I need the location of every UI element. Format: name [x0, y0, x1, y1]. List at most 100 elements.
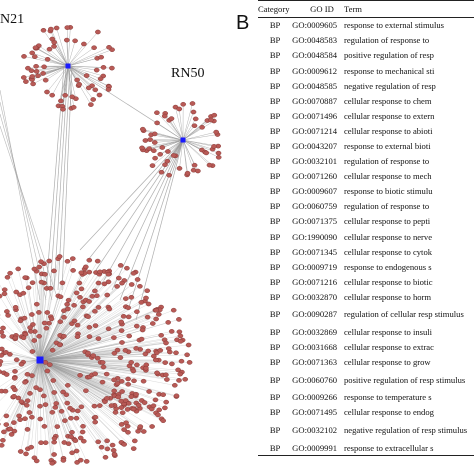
- network-node: [131, 378, 137, 384]
- network-edge: [20, 318, 41, 361]
- network-node: [23, 402, 30, 408]
- cell-term-text: regulation of response to: [343, 35, 430, 46]
- table-row: BP GO:0071260 cellular response to mech: [258, 169, 474, 184]
- cell-term-text: regulation of response to: [343, 156, 430, 167]
- table-row: BP GO:0009605 response to external stimulu…: [258, 18, 474, 34]
- network-edge: [154, 139, 184, 143]
- network-node: [35, 73, 41, 79]
- cell-term: cellular response to pepti: [344, 214, 474, 229]
- network-node: [2, 388, 9, 394]
- network-edge: [39, 359, 53, 464]
- network-node: [4, 309, 10, 314]
- cell-category: BP: [269, 424, 281, 435]
- network-edge: [15, 337, 41, 361]
- network-node: [128, 294, 135, 300]
- network-edge: [67, 31, 99, 67]
- network-edge: [45, 65, 69, 81]
- network-edge: [18, 359, 41, 399]
- network-edge: [39, 359, 182, 373]
- network-node: [159, 145, 166, 150]
- network-node: [119, 410, 126, 416]
- network-node: [155, 312, 162, 317]
- network-edge: [182, 134, 218, 141]
- network-node: [44, 89, 50, 95]
- network-node: [0, 333, 6, 339]
- network-node: [4, 274, 11, 280]
- network-edge: [9, 354, 41, 361]
- network-node: [143, 295, 149, 301]
- cell-go-id: GO:0032102: [292, 424, 338, 435]
- cell-category: BP: [269, 407, 281, 418]
- table-row: BP GO:0071495 cellular response to endog: [258, 405, 474, 420]
- network-edge: [39, 359, 127, 423]
- network-node: [1, 287, 8, 293]
- network-node: [83, 264, 89, 270]
- cell-go-id: GO:0009266: [292, 392, 338, 403]
- network-node: [133, 323, 140, 329]
- network-node: [144, 288, 150, 294]
- network-edge: [13, 359, 41, 397]
- network-node: [133, 346, 139, 351]
- cell-go-id: GO:0043207: [292, 141, 338, 151]
- network-node: [11, 420, 17, 425]
- network-node: [152, 357, 159, 363]
- network-edge: [182, 139, 215, 147]
- network-node: [50, 378, 57, 383]
- cell-term: response to temperature s: [344, 390, 474, 405]
- network-node: [30, 81, 36, 87]
- cell-term: cellular response to mech: [344, 169, 474, 184]
- network-node: [95, 29, 101, 35]
- network-node: [29, 74, 36, 79]
- network-node: [77, 457, 84, 463]
- network-node: [195, 168, 201, 174]
- network-edge: [67, 47, 95, 67]
- network-node: [143, 365, 149, 371]
- network-node: [173, 393, 180, 399]
- network-node: [5, 313, 11, 318]
- network-node: [44, 310, 51, 315]
- network-node: [38, 259, 44, 265]
- cell-term-text: response to extracellular s: [343, 442, 434, 453]
- cell-term-text: cellular response to chem: [343, 95, 432, 106]
- network-node: [68, 415, 74, 421]
- network-node: [37, 387, 43, 393]
- network-node: [94, 293, 100, 299]
- network-node: [68, 434, 74, 440]
- network-node: [149, 424, 155, 429]
- network-node: [206, 162, 213, 168]
- network-node: [85, 350, 91, 356]
- network-edge: [39, 271, 105, 361]
- network-node: [64, 37, 70, 43]
- network-node: [60, 107, 66, 112]
- network-node: [49, 347, 56, 353]
- network-node: [92, 323, 99, 328]
- network-edge: [34, 269, 41, 361]
- gene-network-graph: [0, 25, 222, 466]
- network-node: [44, 368, 51, 374]
- network-node: [78, 286, 85, 292]
- hub-node-rn21: [65, 63, 71, 69]
- network-node: [190, 109, 197, 115]
- cell-term: cellular response to nerve: [344, 229, 474, 244]
- network-edge: [67, 65, 72, 109]
- network-node: [64, 301, 70, 307]
- network-node: [34, 301, 40, 307]
- network-node: [94, 258, 101, 264]
- network-node: [139, 327, 146, 333]
- network-edge: [35, 47, 69, 67]
- table-row: BP GO:0090287 regulation of cellular resp …: [258, 305, 474, 325]
- table-row: BP GO:0060760 positive regulation of resp …: [258, 370, 474, 390]
- network-node: [116, 275, 122, 281]
- cell-term: cellular response to extern: [344, 109, 474, 124]
- network-edge: [67, 65, 77, 99]
- network-node: [137, 424, 144, 429]
- network-node: [29, 373, 35, 378]
- network-node: [105, 326, 112, 332]
- network-node: [135, 428, 141, 434]
- network-edge: [39, 296, 61, 361]
- network-node: [119, 340, 125, 345]
- network-node: [142, 351, 149, 357]
- network-node: [28, 444, 35, 450]
- network-node: [27, 391, 33, 396]
- cell-term-text: cellular response to pepti: [343, 216, 431, 227]
